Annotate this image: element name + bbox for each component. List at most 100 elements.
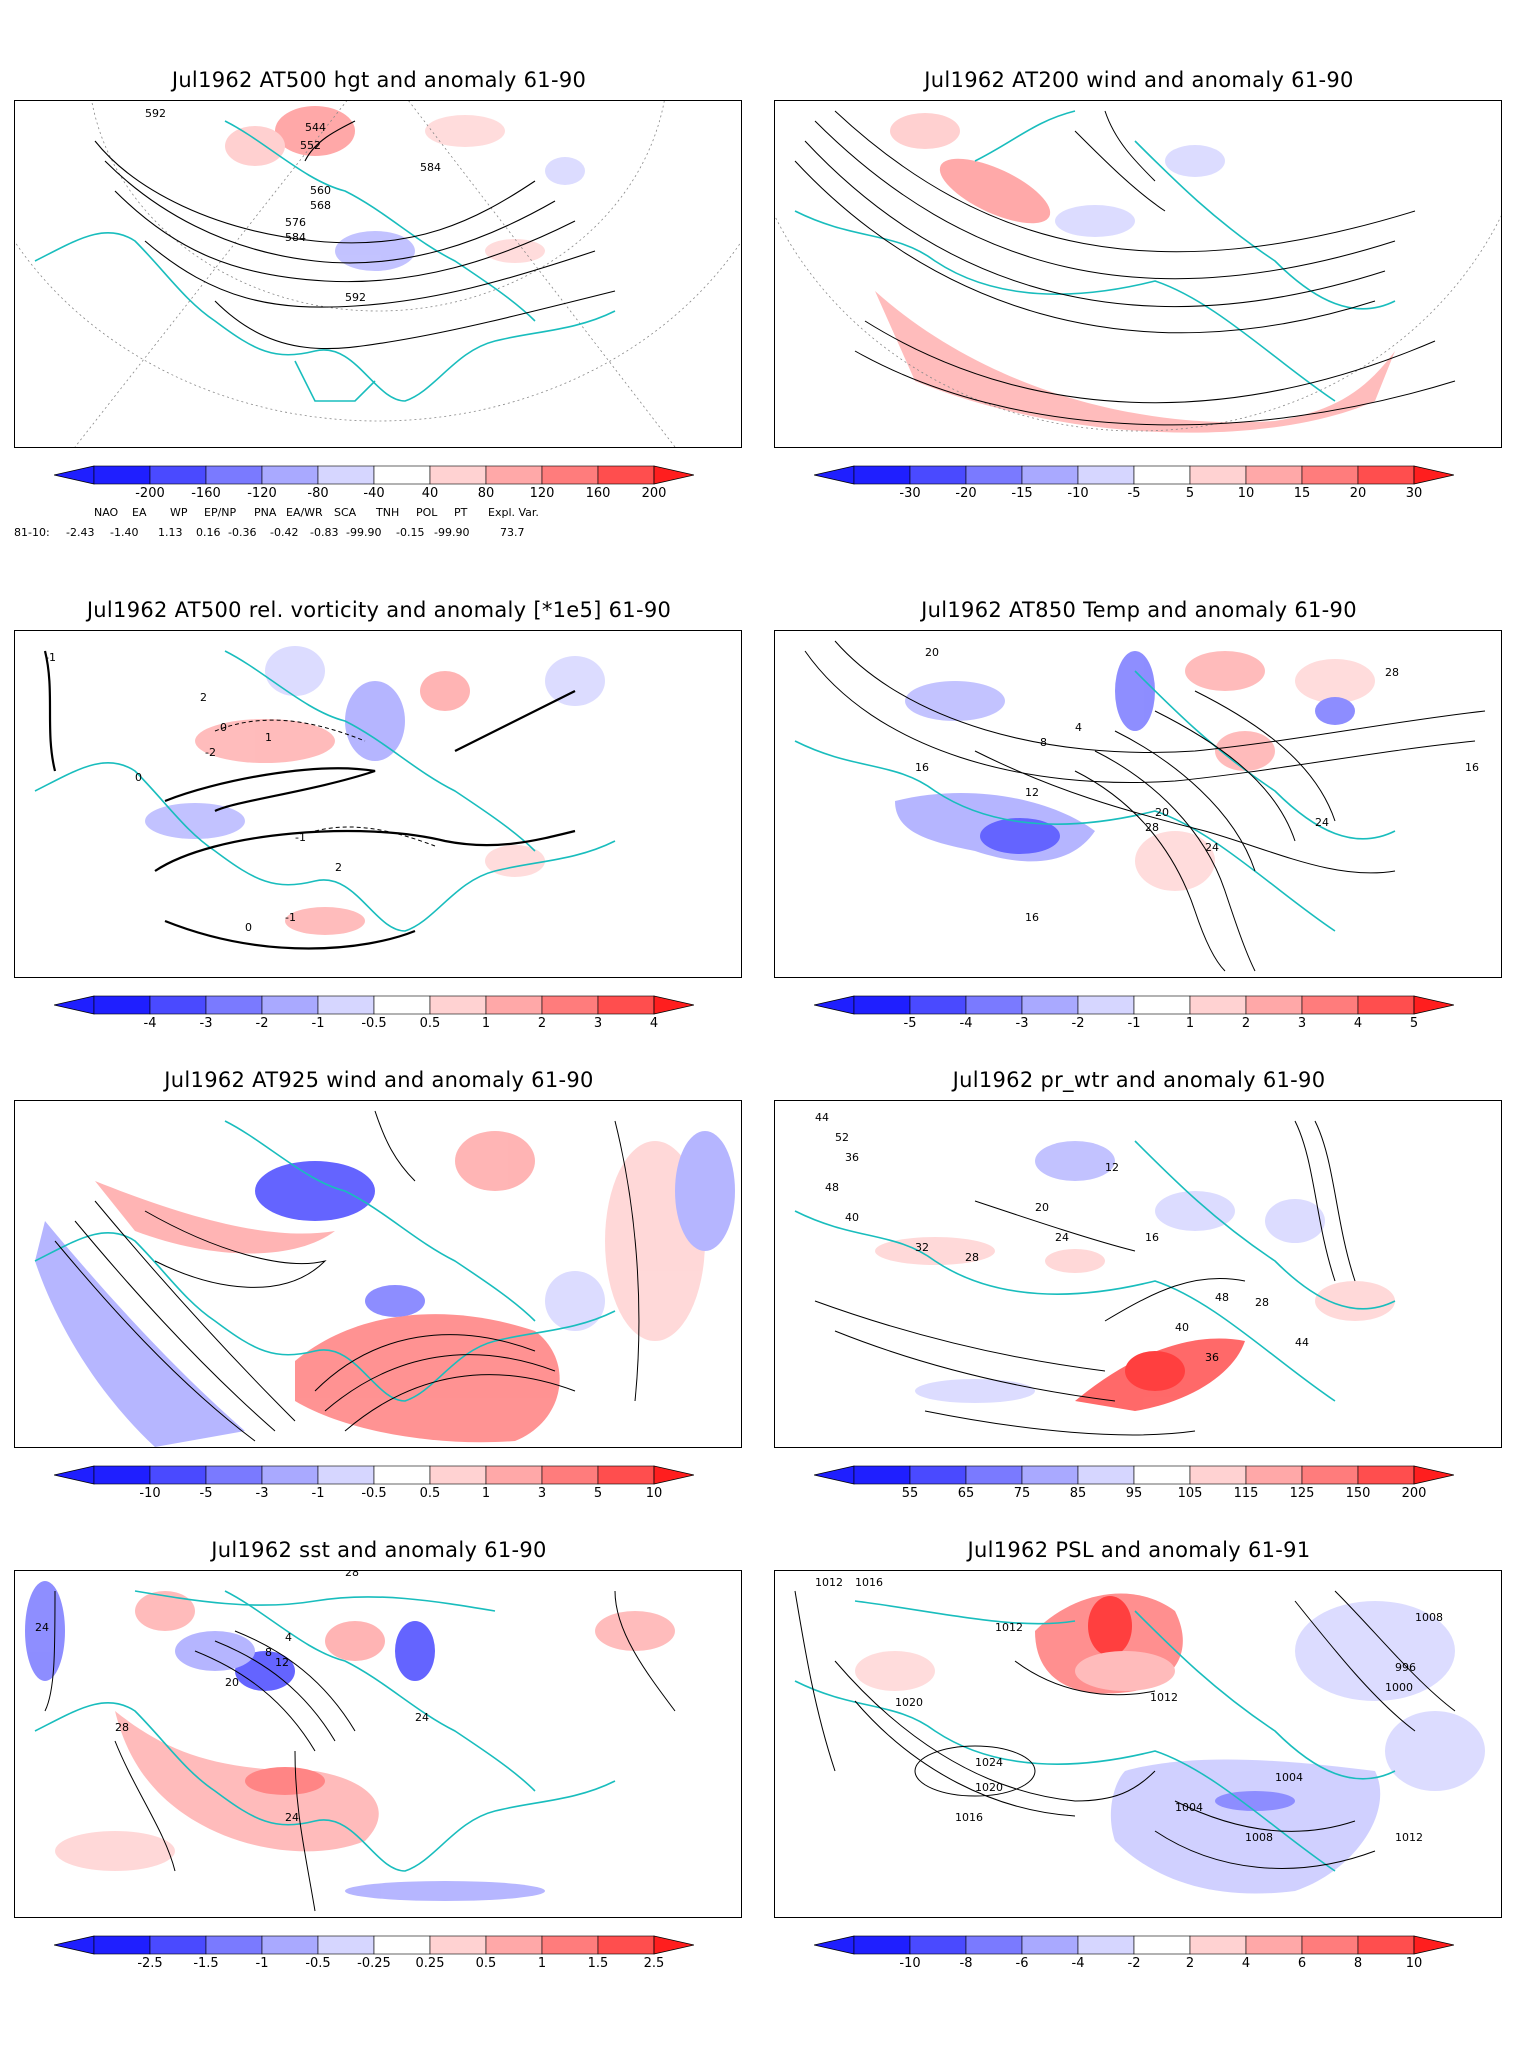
contour-label: 12	[1025, 786, 1039, 799]
contour-label: 36	[845, 1151, 859, 1164]
contour-label: 16	[915, 761, 929, 774]
contour-label: 1008	[1415, 1611, 1443, 1624]
contour-label: 20	[925, 646, 939, 659]
contour-label: 584	[285, 231, 306, 244]
contour-label: 40	[845, 1211, 859, 1224]
contour-label: 28	[1145, 821, 1159, 834]
contour-label: 0	[245, 921, 252, 934]
panel-title: Jul1962 AT500 rel. vorticity and anomaly…	[86, 598, 672, 622]
contour-label: 1008	[1245, 1831, 1273, 1844]
contour-label: 1004	[1275, 1771, 1303, 1784]
contour-label: 996	[1395, 1661, 1416, 1674]
colorbar	[814, 1935, 1454, 1955]
contour-label: 4	[285, 1631, 292, 1644]
panel-title: Jul1962 AT500 hgt and anomaly 61-90	[171, 68, 587, 92]
contour-label: 592	[145, 107, 166, 120]
contour-label: 1012	[815, 1576, 843, 1589]
contour-label: 20	[1035, 1201, 1049, 1214]
contour-label: 40	[1175, 1321, 1189, 1334]
colorbar-labels: -10 -5 -3 -1 -0.5 0.5 1 3 5 10	[139, 1486, 663, 1501]
contour-label: 24	[1205, 841, 1219, 854]
contour-label: 2	[335, 861, 342, 874]
coastlines	[34, 120, 616, 402]
contour-label: 48	[825, 1181, 839, 1194]
contour-label: 24	[35, 1621, 49, 1634]
colorbar	[814, 465, 1454, 485]
colorbar-labels: -30 -20 -15 -10 -5 5 10 15 20 30	[899, 486, 1423, 501]
map-hgt500: 592 544 552 584 560 568 576 584 592	[14, 100, 742, 448]
colorbar-labels: 55 65 75 85 95 105 115 125 150 200	[901, 1486, 1427, 1501]
contour-label: 4	[1075, 721, 1082, 734]
panel-psl: Jul1962 PSL and anomaly 61-91	[774, 1538, 1504, 2063]
contour-label: 1000	[1385, 1681, 1413, 1694]
contour-label: 584	[420, 161, 441, 174]
panel-hgt500: Jul1962 AT500 hgt and anomaly 61-90	[14, 68, 744, 593]
contour-label: 2	[200, 691, 207, 704]
contour-label: 1020	[895, 1696, 923, 1709]
colorbar-labels: -200 -160 -120 -80 -40 40 80 120 160 200	[135, 486, 667, 501]
map-wind200	[774, 100, 1502, 448]
contour-label: 44	[1295, 1336, 1309, 1349]
anomaly-shading	[225, 106, 585, 271]
contour-label: 1012	[1395, 1831, 1423, 1844]
contour-label: 0	[135, 771, 142, 784]
contour-label: 32	[915, 1241, 929, 1254]
panel-title: Jul1962 PSL and anomaly 61-91	[967, 1538, 1311, 1562]
contour-label: 1012	[995, 1621, 1023, 1634]
height-contours	[94, 120, 616, 350]
contour-label: 568	[310, 199, 331, 212]
contour-label: 1016	[855, 1576, 883, 1589]
colorbar	[54, 995, 694, 1015]
contour-label: 24	[285, 1811, 299, 1824]
contour-label: 12	[1105, 1161, 1119, 1174]
contour-label: 1024	[975, 1756, 1003, 1769]
panel-title: Jul1962 pr_wtr and anomaly 61-90	[952, 1068, 1326, 1092]
panel-title: Jul1962 AT200 wind and anomaly 61-90	[924, 68, 1354, 92]
contour-label: 44	[815, 1111, 829, 1124]
colorbar	[814, 1465, 1454, 1485]
contour-label: 24	[1315, 816, 1329, 829]
contour-label: 20	[1155, 806, 1169, 819]
colorbar-labels: -10 -8 -6 -4 -2 2 4 6 8 10	[899, 1956, 1423, 1971]
contour-label: 592	[345, 291, 366, 304]
contour-label: 28	[345, 1571, 359, 1579]
map-temp850: 20 28 16 16 8 12 20 28 24 24 16 4	[774, 630, 1502, 978]
map-prwtr: 44 52 36 48 40 32 28 24 20 16 12 40 48 36 44 28	[774, 1100, 1502, 1448]
contour-label: -1	[285, 911, 296, 924]
contour-label: 0	[220, 721, 227, 734]
colorbar	[54, 465, 694, 485]
panel-prwtr: Jul1962 pr_wtr and anomaly 61-90	[774, 1068, 1504, 1593]
map-sst: 28 24 20 12 4 8 24 28 24	[14, 1570, 742, 1918]
contour-label: 576	[285, 216, 306, 229]
contour-label: 552	[300, 139, 321, 152]
contour-label: 12	[275, 1656, 289, 1669]
contour-label: 1012	[1150, 1691, 1178, 1704]
contour-label: 28	[1385, 666, 1399, 679]
teleconnection-table: NAO EA WP EP/NP PNA EA/WR SCA TNH POL PT…	[14, 506, 539, 539]
panel-title: Jul1962 AT925 wind and anomaly 61-90	[164, 1068, 594, 1092]
contour-label: 36	[1205, 1351, 1219, 1364]
contour-label: 28	[965, 1251, 979, 1264]
map-wind925	[14, 1100, 742, 1448]
colorbar-labels: -2.5 -1.5 -1 -0.5 -0.25 0.25 0.5 1 1.5 2…	[137, 1956, 665, 1971]
colorbar-labels: -4 -3 -2 -1 -0.5 0.5 1 2 3 4	[143, 1016, 659, 1031]
contour-label: 1004	[1175, 1801, 1203, 1814]
contour-label: 1020	[975, 1781, 1003, 1794]
panel-sst: Jul1962 sst and anomaly 61-90	[14, 1538, 744, 2063]
colorbar-labels: -5 -4 -3 -2 -1 1 2 3 4 5	[903, 1016, 1419, 1031]
contour-label: 20	[225, 1676, 239, 1689]
contour-label: 8	[1040, 736, 1047, 749]
panel-vorticity500: Jul1962 AT500 rel. vorticity and anomaly…	[14, 598, 744, 1123]
map-psl: 1012 1016 1012 1020 1024 1020 1016 1012 1008 1004…	[774, 1570, 1502, 1918]
contour-label: 1016	[955, 1811, 983, 1824]
grid-lines	[15, 101, 741, 447]
contour-label: 48	[1215, 1291, 1229, 1304]
contour-label: 544	[305, 121, 326, 134]
contour-label: -2	[205, 746, 216, 759]
contour-label: 8	[265, 1646, 272, 1659]
panel-temp850: Jul1962 AT850 Temp and anomaly 61-90	[774, 598, 1504, 1123]
contour-label: 24	[1055, 1231, 1069, 1244]
contour-label: 16	[1145, 1231, 1159, 1244]
contour-label: -1	[45, 651, 56, 664]
colorbar	[814, 995, 1454, 1015]
